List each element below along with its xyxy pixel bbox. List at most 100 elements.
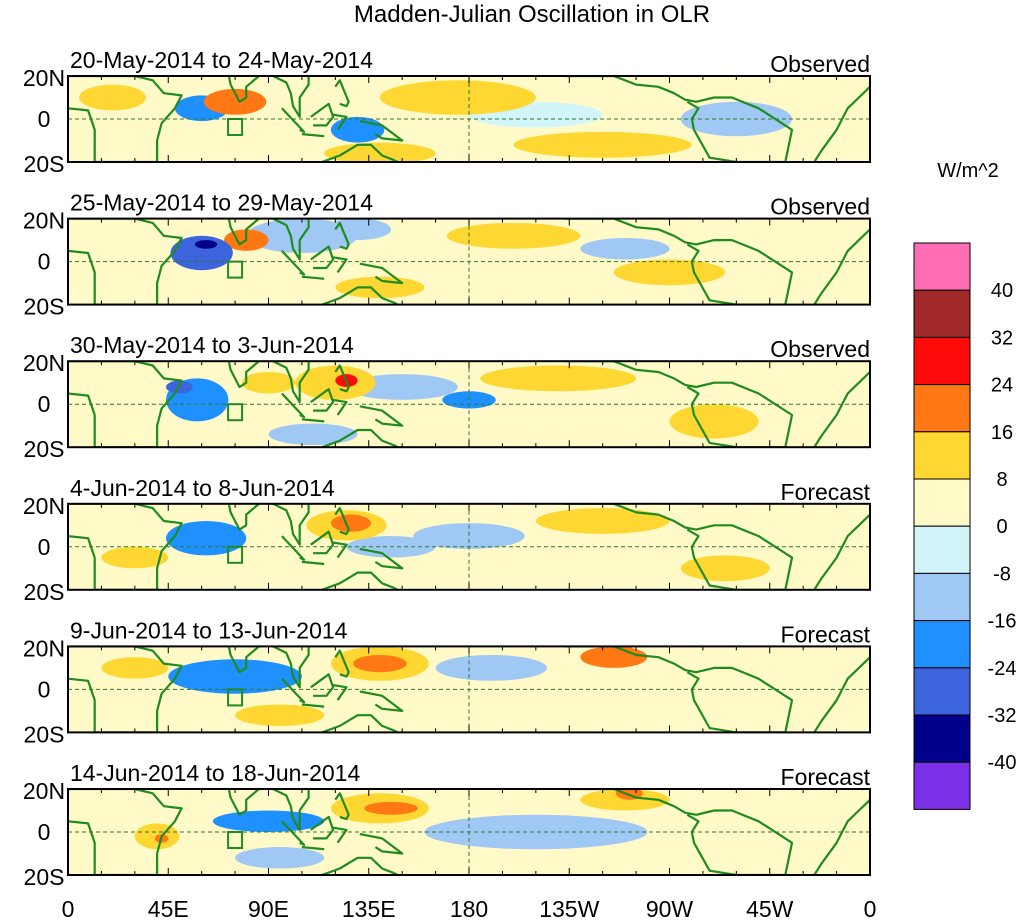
continent-outline [359,690,404,713]
olr-anomaly-blob [330,514,371,532]
continent-outline [310,815,335,840]
continent-outline [564,218,794,305]
continent-outline [301,418,325,423]
colorbar-label: 8 [996,469,1007,491]
olr-anomaly-blob [379,80,536,115]
continent-outline [310,102,335,127]
colorbar-swatch [913,431,971,480]
continent-outline [281,677,306,704]
panel-period-label: 25-May-2014 to 29-May-2014 [70,190,373,216]
continent-outline [195,503,310,546]
panel-6: 14-Jun-2014 to 18-Jun-2014 Forecast 20N 0 20… [23,760,871,890]
continent-outline [359,405,404,427]
olr-anomaly-blob [446,222,581,249]
colorbar-label: 24 [991,375,1013,397]
continent-outline [334,792,350,821]
y-tick-label: 0 [38,676,51,702]
continent-outline [332,256,348,274]
colorbar-swatch [913,289,971,338]
region-box-marker [227,688,244,707]
olr-anomaly-blob [669,404,759,439]
continent-outline [321,143,399,162]
olr-anomaly-blob [166,521,247,556]
panel-period-label: 4-Jun-2014 to 8-Jun-2014 [70,475,335,501]
continent-outline [813,656,870,733]
continent-outline [301,846,325,851]
region-box-marker [227,403,244,422]
continent-outline [301,703,325,708]
continent-outline [334,221,350,250]
y-tick-label: 0 [38,819,51,845]
panel-type-label: Forecast [781,764,871,790]
colorbar-swatch [913,478,971,527]
continent-outline [310,388,335,412]
x-tick-label: 0 [62,896,75,920]
olr-anomaly-blob [364,801,418,815]
colorbar-label: 32 [991,327,1013,349]
chart-title: Madden-Julian Oscillation in OLR [354,1,710,28]
continent-outline [281,535,306,561]
colorbar-label: -24 [988,658,1017,680]
olr-anomaly-blob [101,546,169,569]
continent-outline [321,428,399,448]
continent-outline [334,79,350,108]
olr-anomaly-blob [241,371,296,394]
continent-outline [334,649,350,678]
x-tick-label: 135E [342,896,396,920]
panel-1: 20-May-2014 to 24-May-2014 Observed 20N 0 20… [23,47,871,177]
y-tick-label: 20S [24,579,65,605]
continent-outline [195,789,310,831]
olr-anomaly-blob [580,237,670,260]
olr-anomaly-blob [79,84,146,111]
continent-outline [321,856,399,875]
continent-outline [359,547,404,570]
colorbar: 40 32 24 16 8 0 -8 -16 -24 -32 -40 [913,242,1017,810]
x-tick-label: 0 [864,896,877,920]
olr-anomaly-blob [424,814,648,850]
continent-outline [332,541,348,559]
colorbar-swatch [913,572,971,622]
x-tick-label: 45E [148,896,189,920]
continent-outline [332,684,348,701]
olr-anomaly-blob [513,131,692,158]
y-tick-label: 20S [24,436,65,462]
continent-outline [359,833,404,855]
continent-outline [281,820,306,846]
y-tick-label: 20N [23,635,65,661]
panel-4: 4-Jun-2014 to 8-Jun-2014 Forecast 20N 0 20S [23,475,871,605]
continent-outline [359,120,404,142]
colorbar-swatch [913,336,971,386]
continent-outline [332,398,348,416]
panel-period-label: 9-Jun-2014 to 13-Jun-2014 [70,617,348,643]
continent-outline [195,76,310,118]
y-tick-label: 20S [24,721,65,747]
panel-period-label: 20-May-2014 to 24-May-2014 [70,47,373,73]
region-box-marker [227,831,244,849]
region-box-marker [227,260,244,279]
colorbar-label: 16 [991,422,1013,444]
continent-outline [813,371,870,448]
olr-anomaly-blob [480,365,637,392]
continent-outline [281,107,306,133]
continent-outline [334,506,350,535]
continent-outline [310,530,335,555]
continent-outline [564,789,794,875]
continent-outline [332,113,348,131]
continent-outline [813,86,870,162]
olr-anomaly-blob [212,810,325,832]
y-tick-label: 0 [38,534,51,560]
panels: 20-May-2014 to 24-May-2014 Observed 20N 0 20… [23,47,871,890]
y-tick-label: 20N [23,350,65,376]
panel-3: 30-May-2014 to 3-Jun-2014 Observed 20N 0 20S [23,332,871,462]
continent-outline [301,560,325,566]
x-tick-label: 90E [248,896,289,920]
colorbar-swatch [913,525,971,574]
colorbar-label: 0 [996,516,1007,538]
continent-outline [281,392,306,419]
continent-outline [195,218,310,261]
olr-anomaly-blob [235,704,325,726]
colorbar-label: -8 [993,563,1011,585]
continent-outline [195,646,310,689]
y-tick-label: 20N [23,65,65,91]
continent-outline [301,133,325,138]
